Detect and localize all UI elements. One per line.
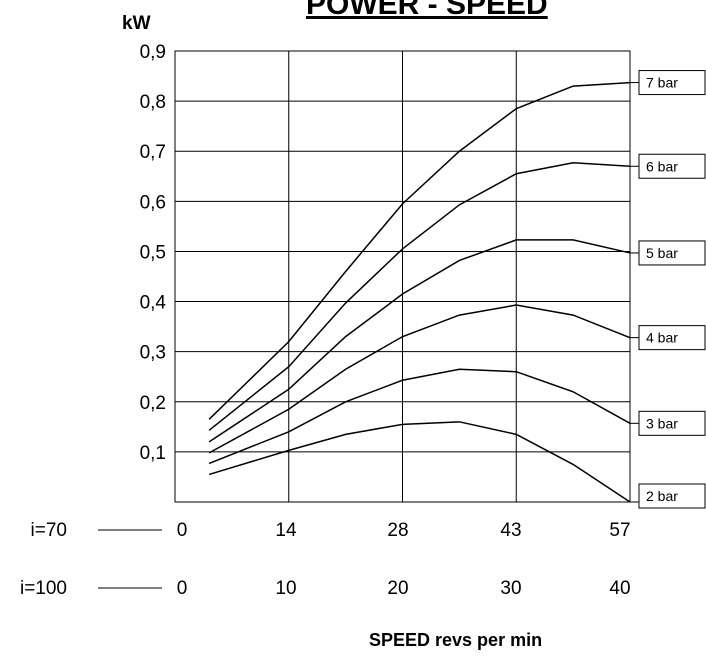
series-label: 3 bar: [646, 415, 678, 431]
series-label: 6 bar: [646, 158, 678, 174]
y-tick-label: 0,1: [140, 443, 166, 464]
series-label-box: [638, 240, 706, 266]
series-label-box: [638, 325, 706, 351]
y-tick-label: 0,7: [140, 142, 166, 163]
y-tick-labels: 0,9 0,8 0,7 0,6 0,5 0,4 0,3 0,2 0,1: [140, 42, 167, 464]
series-line: [208, 81, 631, 420]
x-scales: i=70 0 14 28 43 57 i=100 0 10 20 30 40: [20, 520, 631, 599]
x-tick-label: 20: [387, 578, 408, 599]
y-tick-label: 0,8: [140, 92, 166, 113]
x-scale-label: i=70: [31, 520, 67, 541]
series-line: [208, 304, 631, 454]
x-tick-label: 40: [609, 578, 630, 599]
x-tick-label: 43: [500, 520, 521, 541]
series-label-box: [638, 410, 706, 436]
y-tick-label: 0,3: [140, 343, 166, 364]
y-tick-label: 0,6: [140, 192, 166, 213]
x-tick-label: 0: [177, 578, 188, 599]
x-tick-label: 14: [275, 520, 297, 541]
series-line: [208, 239, 631, 443]
chart-title: POWER - SPEED: [306, 0, 548, 21]
y-tick-label: 0,9: [140, 42, 166, 63]
y-tick-label: 0,4: [140, 293, 167, 314]
x-tick-label: 10: [275, 578, 296, 599]
series-label-box: [638, 153, 706, 179]
series-line: [208, 421, 631, 503]
series-label-box: [638, 70, 706, 96]
series-label: 4 bar: [646, 330, 678, 346]
series-labels: 7 bar 6 bar 5 bar 4 bar 3 bar 2 bar: [630, 70, 706, 509]
x-scale-label: i=100: [20, 578, 67, 599]
x-axis-title: SPEED revs per min: [369, 630, 542, 650]
grid-lines: [175, 50, 630, 502]
series-label: 2 bar: [646, 488, 678, 504]
x-tick-label: 57: [609, 520, 630, 541]
series-label-box: [638, 483, 706, 509]
x-tick-label: 0: [177, 520, 188, 541]
series-line: [208, 161, 631, 431]
series-lines: [208, 81, 631, 503]
series-label: 5 bar: [646, 245, 678, 261]
x-tick-label: 30: [500, 578, 521, 599]
y-axis-unit-label: kW: [122, 13, 151, 34]
x-tick-label: 28: [387, 520, 408, 541]
series-line: [208, 368, 631, 465]
y-tick-label: 0,2: [140, 393, 166, 414]
series-label: 7 bar: [646, 75, 678, 91]
y-tick-label: 0,5: [140, 242, 166, 263]
